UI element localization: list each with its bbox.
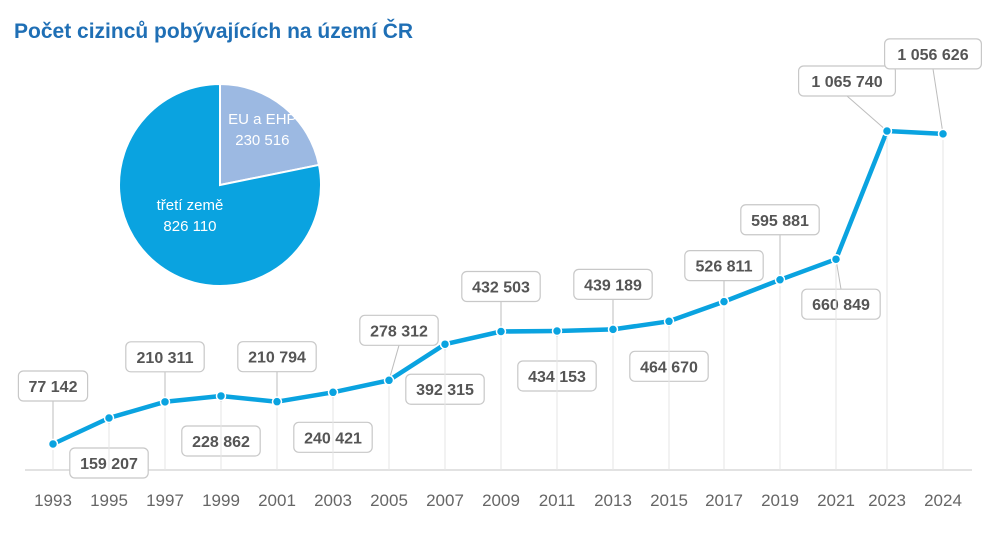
data-label-box — [684, 250, 764, 282]
data-point — [327, 387, 339, 398]
data-label: 660 849 — [812, 297, 870, 314]
data-point — [881, 125, 893, 137]
data-label-box — [797, 65, 896, 97]
data-point — [103, 412, 115, 424]
data-label: 77 142 — [29, 379, 78, 396]
data-label: 210 794 — [248, 350, 306, 367]
data-point — [439, 338, 451, 350]
data-point — [47, 438, 59, 450]
data-label-box — [461, 270, 541, 303]
data-label: 439 189 — [584, 277, 642, 294]
label-leader — [388, 345, 400, 381]
x-tick-label: 2019 — [761, 491, 799, 510]
x-tick-label: 2017 — [705, 491, 743, 510]
x-tick-label: 1999 — [202, 491, 240, 510]
data-label-box — [17, 370, 89, 402]
x-tick-label: 2013 — [594, 491, 632, 510]
data-point — [663, 316, 675, 327]
x-tick-label: 2005 — [370, 491, 408, 510]
data-label-box — [359, 314, 439, 346]
pie-chart: EU a EHP 230 516 třetí země 826 110 — [118, 82, 322, 287]
x-tick-label: 2003 — [314, 491, 352, 510]
data-label: 1 065 740 — [811, 74, 882, 91]
pie-slice-value: 826 110 — [163, 218, 216, 235]
label-leader — [846, 95, 888, 132]
data-label: 278 312 — [370, 323, 428, 340]
x-tick-label: 1993 — [34, 491, 72, 510]
data-label: 432 503 — [472, 279, 530, 296]
data-point — [383, 375, 395, 386]
data-label: 526 811 — [696, 259, 753, 276]
chart-title: Počet cizinců pobývajících na území ČR — [14, 20, 414, 43]
x-tick-label: 2021 — [817, 491, 855, 510]
data-label-box — [573, 268, 653, 300]
x-tick-label: 2009 — [482, 491, 520, 510]
data-point — [215, 390, 227, 402]
data-point — [495, 326, 507, 337]
pie-slice-value: 230 516 — [235, 132, 289, 149]
data-label-box — [237, 341, 317, 373]
pie-slice-label: EU a EHP — [228, 111, 296, 128]
data-point — [551, 325, 563, 337]
x-tick-label: 2024 — [924, 491, 962, 510]
pie-slice-label: třetí země — [157, 197, 224, 214]
data-label-box — [740, 204, 820, 236]
data-point — [937, 128, 949, 140]
data-label: 595 881 — [751, 213, 809, 230]
data-point — [774, 274, 786, 286]
data-label-box — [801, 288, 881, 320]
data-point — [159, 396, 171, 408]
label-leader — [932, 68, 944, 134]
data-label-box — [125, 341, 205, 373]
data-point — [830, 253, 842, 265]
x-tick-label: 2015 — [650, 491, 688, 510]
x-tick-label: 2023 — [868, 491, 906, 510]
x-tick-label: 1997 — [146, 491, 184, 510]
x-tick-label: 1995 — [90, 491, 128, 510]
x-tick-label: 2011 — [539, 491, 576, 510]
pie-slice — [118, 82, 322, 287]
data-label: 1 056 626 — [897, 47, 968, 64]
data-label-box — [883, 38, 982, 70]
pie-slice — [219, 82, 321, 187]
data-point — [271, 396, 283, 407]
data-point — [718, 296, 730, 307]
x-tick-label: 2007 — [426, 491, 464, 510]
data-label: 210 311 — [137, 350, 194, 367]
x-tick-label: 2001 — [258, 491, 296, 510]
data-point — [607, 324, 619, 335]
